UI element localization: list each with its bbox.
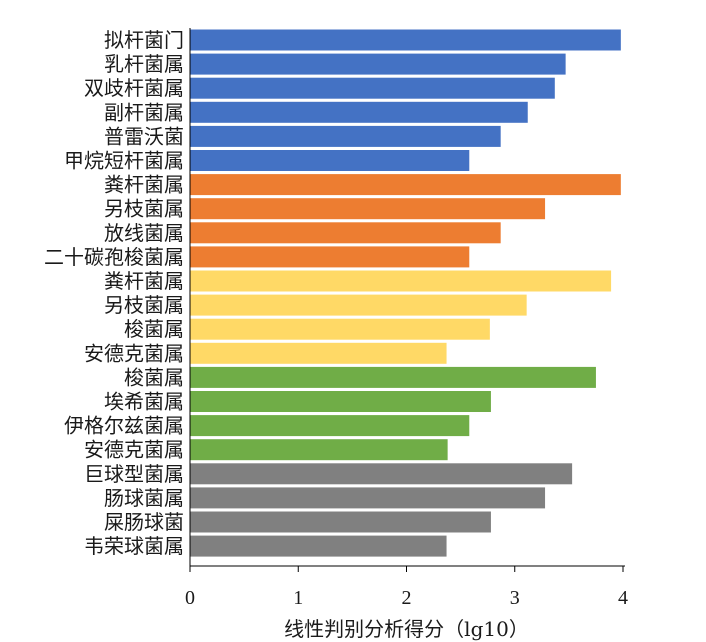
x-ticks: 0 1 2 3 4: [185, 566, 628, 609]
bar-2: [190, 53, 566, 75]
bar-19: [190, 463, 573, 485]
category-label-17: 伊格尔兹菌属: [64, 414, 184, 438]
bar-1: [190, 29, 621, 51]
category-label-18: 安德克菌属: [84, 438, 184, 462]
category-label-15: 梭菌属: [124, 365, 184, 389]
x-tick-label-4: 4: [618, 587, 628, 609]
category-label-2: 乳杆菌属: [104, 52, 184, 76]
category-label-9: 放线菌属: [104, 221, 184, 245]
category-label-11: 粪杆菌属: [104, 269, 184, 293]
category-label-7: 粪杆菌属: [104, 173, 184, 197]
category-label-19: 巨球型菌属: [84, 462, 184, 486]
bar-6: [190, 150, 470, 171]
bar-16: [190, 391, 491, 412]
category-label-12: 另枝菌属: [104, 293, 184, 317]
x-axis-title: 线性判别分析得分（lg10）: [284, 617, 529, 641]
bars-group: [190, 29, 621, 557]
x-tick-label-3: 3: [510, 587, 520, 609]
category-label-5: 普雷沃菌: [104, 124, 184, 148]
bar-11: [190, 270, 612, 292]
bar-9: [190, 222, 501, 244]
category-label-20: 肠球菌属: [104, 486, 184, 510]
bar-13: [190, 318, 490, 340]
bar-14: [190, 342, 447, 364]
category-label-10: 二十碳孢梭菌属: [44, 245, 184, 269]
x-tick-label-1: 1: [293, 587, 303, 609]
bar-8: [190, 198, 546, 220]
bar-4: [190, 101, 528, 123]
category-label-8: 另枝菌属: [104, 197, 184, 221]
bar-5: [190, 125, 501, 147]
category-label-13: 梭菌属: [124, 317, 184, 341]
category-label-21: 屎肠球菌: [104, 510, 184, 534]
bar-21: [190, 511, 491, 533]
category-labels: 拟杆菌门乳杆菌属双歧杆菌属副杆菌属普雷沃菌甲烷短杆菌属粪杆菌属另枝菌属放线菌属二…: [44, 28, 184, 558]
x-tick-label-0: 0: [185, 587, 195, 609]
category-label-14: 安德克菌属: [84, 341, 184, 365]
category-label-4: 副杆菌属: [104, 100, 184, 124]
bar-20: [190, 487, 546, 509]
bar-18: [190, 439, 448, 461]
category-label-16: 埃希菌属: [104, 390, 184, 414]
category-label-22: 韦荣球菌属: [84, 534, 184, 558]
category-label-6: 甲烷短杆菌属: [64, 149, 184, 173]
bar-12: [190, 294, 527, 316]
bar-7: [190, 174, 621, 196]
bar-10: [190, 246, 470, 268]
bar-22: [190, 535, 447, 557]
x-tick-label-2: 2: [402, 587, 412, 609]
bar-17: [190, 415, 470, 437]
category-label-3: 双歧杆菌属: [84, 76, 184, 100]
bar-15: [190, 366, 596, 388]
bar-3: [190, 77, 555, 99]
category-label-1: 拟杆菌门: [104, 28, 184, 52]
